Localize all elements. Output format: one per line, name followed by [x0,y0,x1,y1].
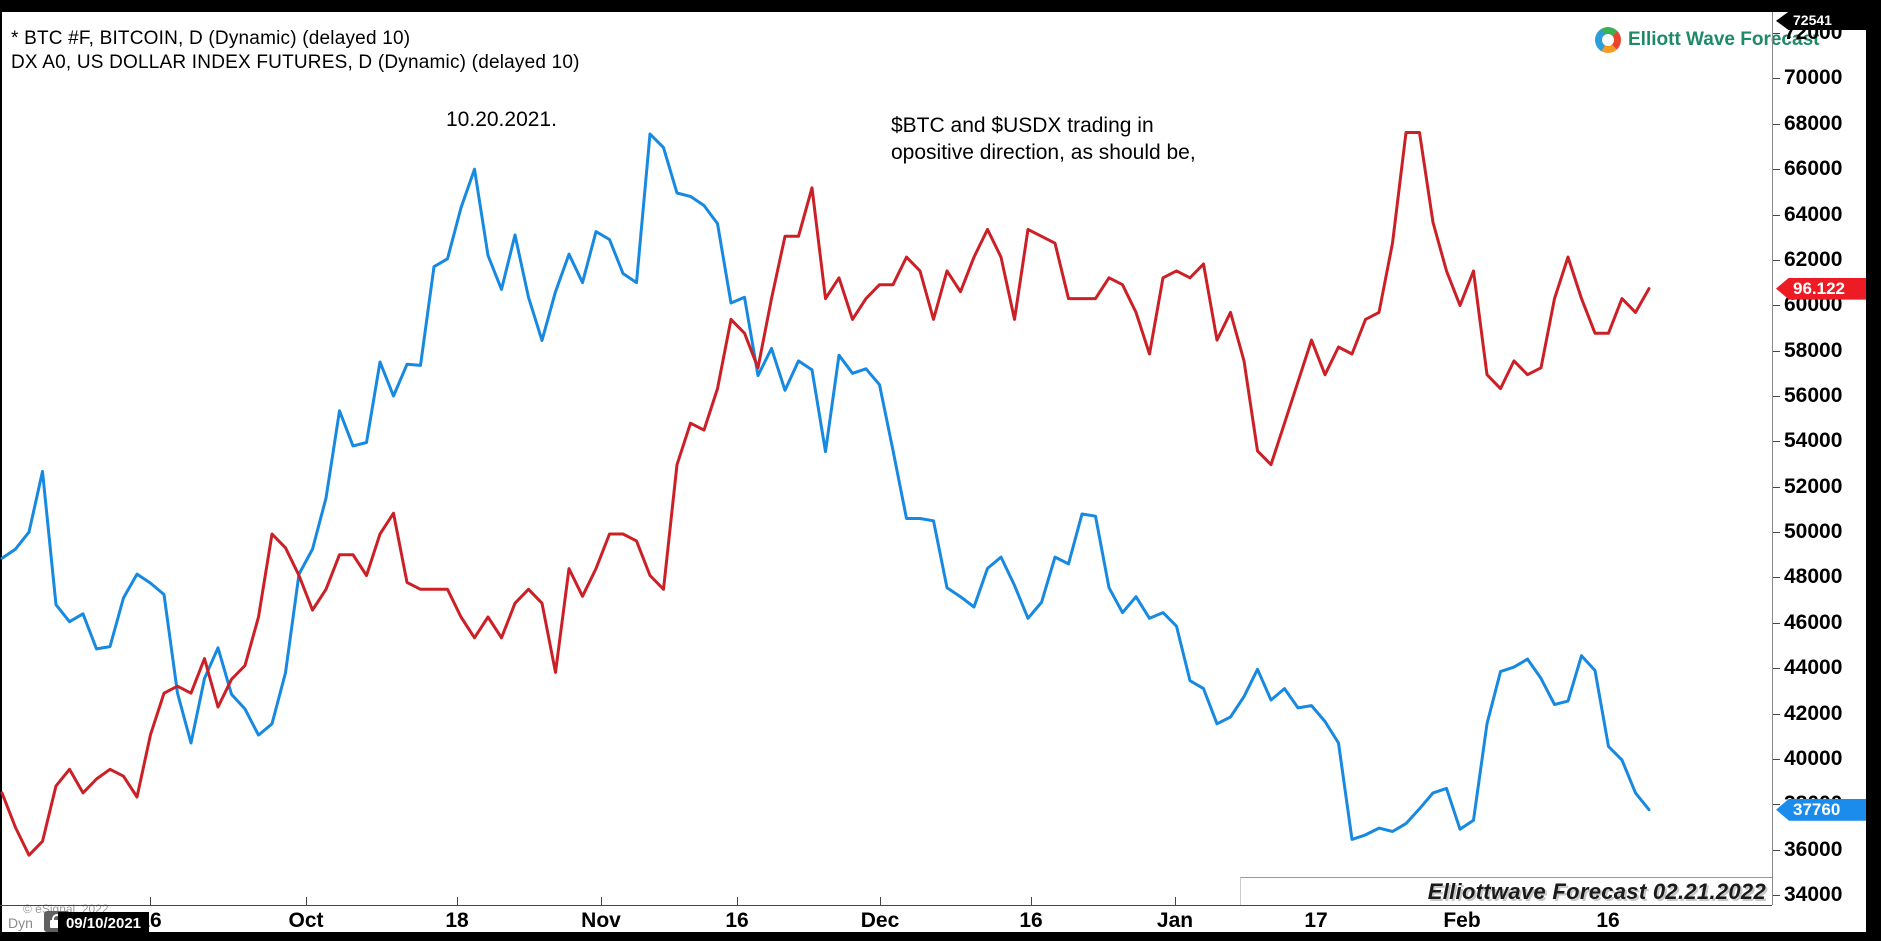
price-axis-label: 66000 [1784,157,1843,181]
price-axis-label: 34000 [1784,883,1843,907]
price-axis-tick [1772,577,1780,579]
bottom-bar [0,932,1881,941]
time-axis-tick [601,897,602,905]
price-axis-tick [1772,804,1780,806]
price-axis-label: 50000 [1784,520,1843,544]
price-axis-label: 36000 [1784,837,1843,861]
price-axis-tick [1772,895,1780,897]
annotation-comment-line2: opositive direction, as should be, [891,141,1196,164]
price-axis-tick [1772,259,1780,261]
annotation-comment-line1: $BTC and $USDX trading in [891,114,1154,137]
annotation-date: 10.20.2021. [446,108,557,131]
time-axis-tick [150,897,151,905]
time-axis-label: Nov [581,909,621,932]
price-tag-37760: 37760 [1776,798,1866,821]
price-axis-tick [1772,713,1780,715]
time-axis-label: Oct [288,909,324,932]
time-axis-label: Dec [860,909,900,932]
time-axis-line [0,905,1772,906]
symbol-title-dxy: DX A0, US DOLLAR INDEX FUTURES, D (Dynam… [11,52,580,73]
price-axis-tick [1772,441,1780,443]
price-axis-tick [1772,668,1780,670]
price-axis-label: 46000 [1784,610,1843,634]
time-axis-label: 16 [1596,909,1620,932]
price-axis-tick [1772,78,1780,80]
time-axis-label: 18 [445,909,469,932]
dyn-mode-label: Dyn [8,915,33,931]
price-axis-label: 64000 [1784,202,1843,226]
price-axis-label: 58000 [1784,338,1843,362]
price-axis-tick [1772,305,1780,307]
price-axis-label: 42000 [1784,701,1843,725]
price-axis-label: 62000 [1784,247,1843,271]
time-axis-tick [737,897,738,905]
symbol-title-btc: * BTC #F, BITCOIN, D (Dynamic) (delayed … [11,28,411,49]
padlock-body [50,920,64,928]
price-axis-line [1772,12,1773,905]
price-axis-tick [1772,33,1780,35]
price-axis-tick [1772,123,1780,125]
price-tag-72541: 72541 [1776,11,1866,31]
logo-text: Elliott Wave Forecast [1628,29,1820,50]
price-tag-96.122: 96.122 [1776,277,1866,300]
time-axis-label: 17 [1304,909,1328,932]
price-axis-label: 48000 [1784,565,1843,589]
time-axis-tick [1175,897,1176,905]
logo-swirl-icon [1595,27,1621,53]
price-axis-tick [1772,396,1780,397]
time-axis-label: Jan [1156,909,1194,932]
time-axis-label: 16 [1019,909,1043,932]
price-axis-tick [1772,486,1780,488]
price-axis-tick [1772,169,1780,171]
annotation-comment: $BTC and $USDX trading in opositive dire… [891,112,1196,166]
elliott-wave-forecast-logo: Elliott Wave Forecast [1595,27,1819,53]
time-axis-tick [880,897,881,905]
time-axis-tick [457,897,458,905]
chart-start-date-box[interactable]: 09/10/2021 [58,912,149,935]
price-axis-label: 40000 [1784,746,1843,770]
price-axis-tick [1772,532,1780,534]
price-axis-label: 56000 [1784,384,1843,407]
time-axis-label: Feb [1443,909,1481,932]
chart-panel: * BTC #F, BITCOIN, D (Dynamic) (delayed … [0,12,1866,932]
price-axis-label: 54000 [1784,429,1843,453]
price-axis-tick [1772,622,1780,624]
btc-price-line [0,132,1651,841]
time-axis-tick [306,897,307,905]
price-axis-tick [1772,758,1780,760]
price-axis-tick [1772,849,1780,851]
price-axis-tick [1772,214,1780,216]
watermark-box: Elliottwave Forecast 02.21.2022 [1240,877,1772,905]
price-axis-label: 68000 [1784,111,1843,135]
watermark-text: Elliottwave Forecast 02.21.2022 [1427,879,1766,904]
time-axis-tick [1031,897,1032,905]
price-axis-label: 52000 [1784,474,1843,498]
price-axis-label: 70000 [1784,66,1843,90]
price-axis-tick [1772,350,1780,352]
price-axis-label: 44000 [1784,656,1843,680]
time-axis-label: 16 [725,909,749,932]
dxy-price-line [0,131,1651,857]
